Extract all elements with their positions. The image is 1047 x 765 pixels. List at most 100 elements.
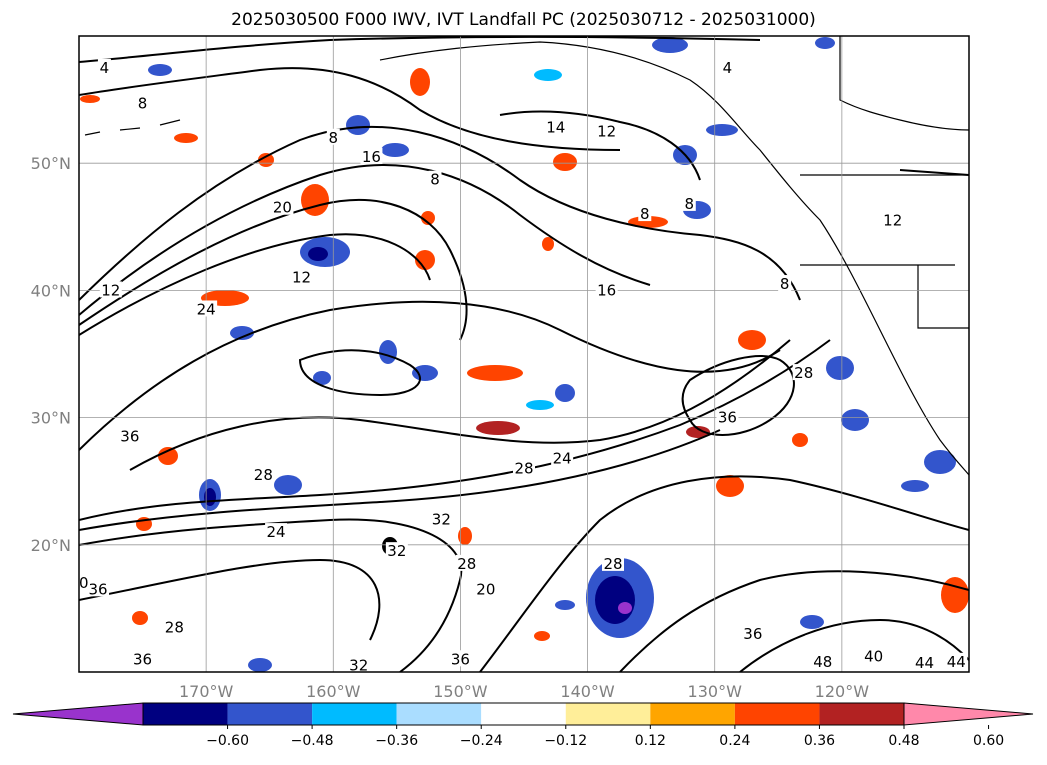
anomaly-patch (826, 356, 854, 380)
colorbar-tick-label: 0.60 (973, 733, 1004, 749)
lon-tick-label: 130°W (688, 682, 743, 701)
contour-label-bg (551, 449, 574, 466)
contour-label: 24 (197, 300, 216, 318)
anomaly-patch (534, 631, 550, 641)
contour-label-bg (360, 147, 383, 164)
colorbar-arrow-right (903, 702, 1034, 726)
contour-label: 28 (794, 364, 813, 382)
anomaly-patch (381, 143, 409, 157)
colorbar-tick-label: −0.24 (460, 733, 503, 749)
contour-label-bg (811, 652, 834, 669)
anomaly-patch (379, 340, 397, 364)
contour-label: 36 (89, 580, 108, 598)
contour-line (899, 169, 969, 176)
anomaly-patch (230, 326, 254, 340)
anomaly-patch (686, 426, 710, 438)
contour-label-bg (778, 275, 792, 292)
border-line (800, 174, 969, 329)
contour-label: 8 (329, 129, 339, 147)
island-chain (84, 119, 181, 136)
anomaly-patch (941, 577, 969, 613)
latitude-labels: 50°N 40°N 30°N 20°N (31, 154, 71, 555)
contour-line (79, 518, 463, 672)
plot-background (79, 36, 969, 672)
contour-line (129, 339, 791, 471)
anomaly-patch (132, 611, 148, 625)
colorbar-tick-label: −0.12 (544, 733, 587, 749)
anomaly-patch (458, 527, 472, 545)
contour-line (739, 618, 969, 672)
contour-line (79, 558, 381, 641)
contour-label: 44 (947, 653, 966, 671)
contour-label-bg (716, 408, 739, 425)
contour-label: 4 (723, 59, 733, 77)
contour-label: 40 (864, 648, 883, 666)
anomaly-patch (412, 365, 438, 381)
contour-label-bg (99, 281, 122, 298)
contour-label: 44 (915, 654, 934, 672)
contour-label: 36 (133, 650, 152, 668)
lat-tick-label: 40°N (31, 281, 71, 300)
contour-label-bg (118, 427, 141, 444)
contour-label-bg (79, 573, 90, 590)
contour-line (298, 349, 421, 397)
contour-label: 20 (476, 580, 495, 598)
anomaly-patch (815, 37, 835, 49)
anomaly-patch (158, 447, 178, 465)
lon-tick-label: 140°W (560, 682, 615, 701)
anomaly-patch (421, 211, 435, 225)
contour-label-bg (513, 459, 535, 476)
contour-label: 20 (273, 199, 292, 217)
border-line (839, 36, 969, 131)
contour-label-bg (638, 205, 652, 222)
colorbar-tick-label: 0.12 (635, 733, 666, 749)
anomaly-patch (555, 384, 575, 402)
coastline (379, 41, 969, 476)
anomaly-patch (924, 450, 956, 474)
contour-label: 32 (387, 542, 406, 560)
colorbar: −0.60 −0.48 −0.36 −0.24 −0.12 0.12 0.24 0.36 0.4… (12, 702, 1034, 749)
contour-label-bg (913, 654, 936, 671)
contour-label: 28 (254, 466, 273, 484)
contour-label-bg (595, 281, 618, 298)
contour-label: 40 (69, 574, 88, 592)
contour-label-bg (271, 198, 294, 215)
map-title: 2025030500 F000 IWV, IVT Landfall PC (20… (231, 10, 816, 30)
lon-tick-label: 150°W (433, 682, 488, 701)
anomaly-patch (716, 475, 744, 497)
longitude-labels: 170°W 160°W 150°W 140°W 130°W 120°W (179, 682, 869, 701)
anomaly-patch (415, 250, 435, 270)
contour-label: 4 (100, 59, 110, 77)
contour-line (499, 110, 701, 181)
contour-label: 8 (685, 195, 695, 213)
anomaly-patch (308, 247, 328, 261)
contour-label: 24 (267, 523, 286, 541)
contour-label-bg (97, 58, 111, 75)
contour-label: 28 (457, 555, 476, 573)
anomaly-patch (555, 600, 575, 610)
anomaly-patch (800, 615, 824, 629)
contour-label-bg (428, 170, 442, 187)
contour-label: 16 (362, 148, 381, 166)
anomaly-patch (534, 69, 562, 81)
anomaly-patch (410, 68, 430, 96)
contour-label-bg (326, 128, 340, 145)
contour-label-bg (741, 624, 764, 641)
contour-line (479, 475, 969, 672)
contour-line (681, 355, 795, 436)
lon-tick-label: 160°W (306, 682, 361, 701)
anomaly-patch (618, 602, 632, 614)
contour-label: 8 (780, 275, 790, 293)
contour-label-bg (136, 94, 150, 111)
contour-label: 8 (138, 94, 148, 112)
contour-label-bg (544, 118, 567, 135)
colorbar-tick-label: 0.36 (804, 733, 835, 749)
contour-label-bg (455, 554, 478, 571)
contour-label-bg (385, 542, 408, 559)
anomaly-patch (313, 371, 331, 385)
colorbar-segment (650, 703, 735, 725)
contour-line (79, 199, 468, 341)
